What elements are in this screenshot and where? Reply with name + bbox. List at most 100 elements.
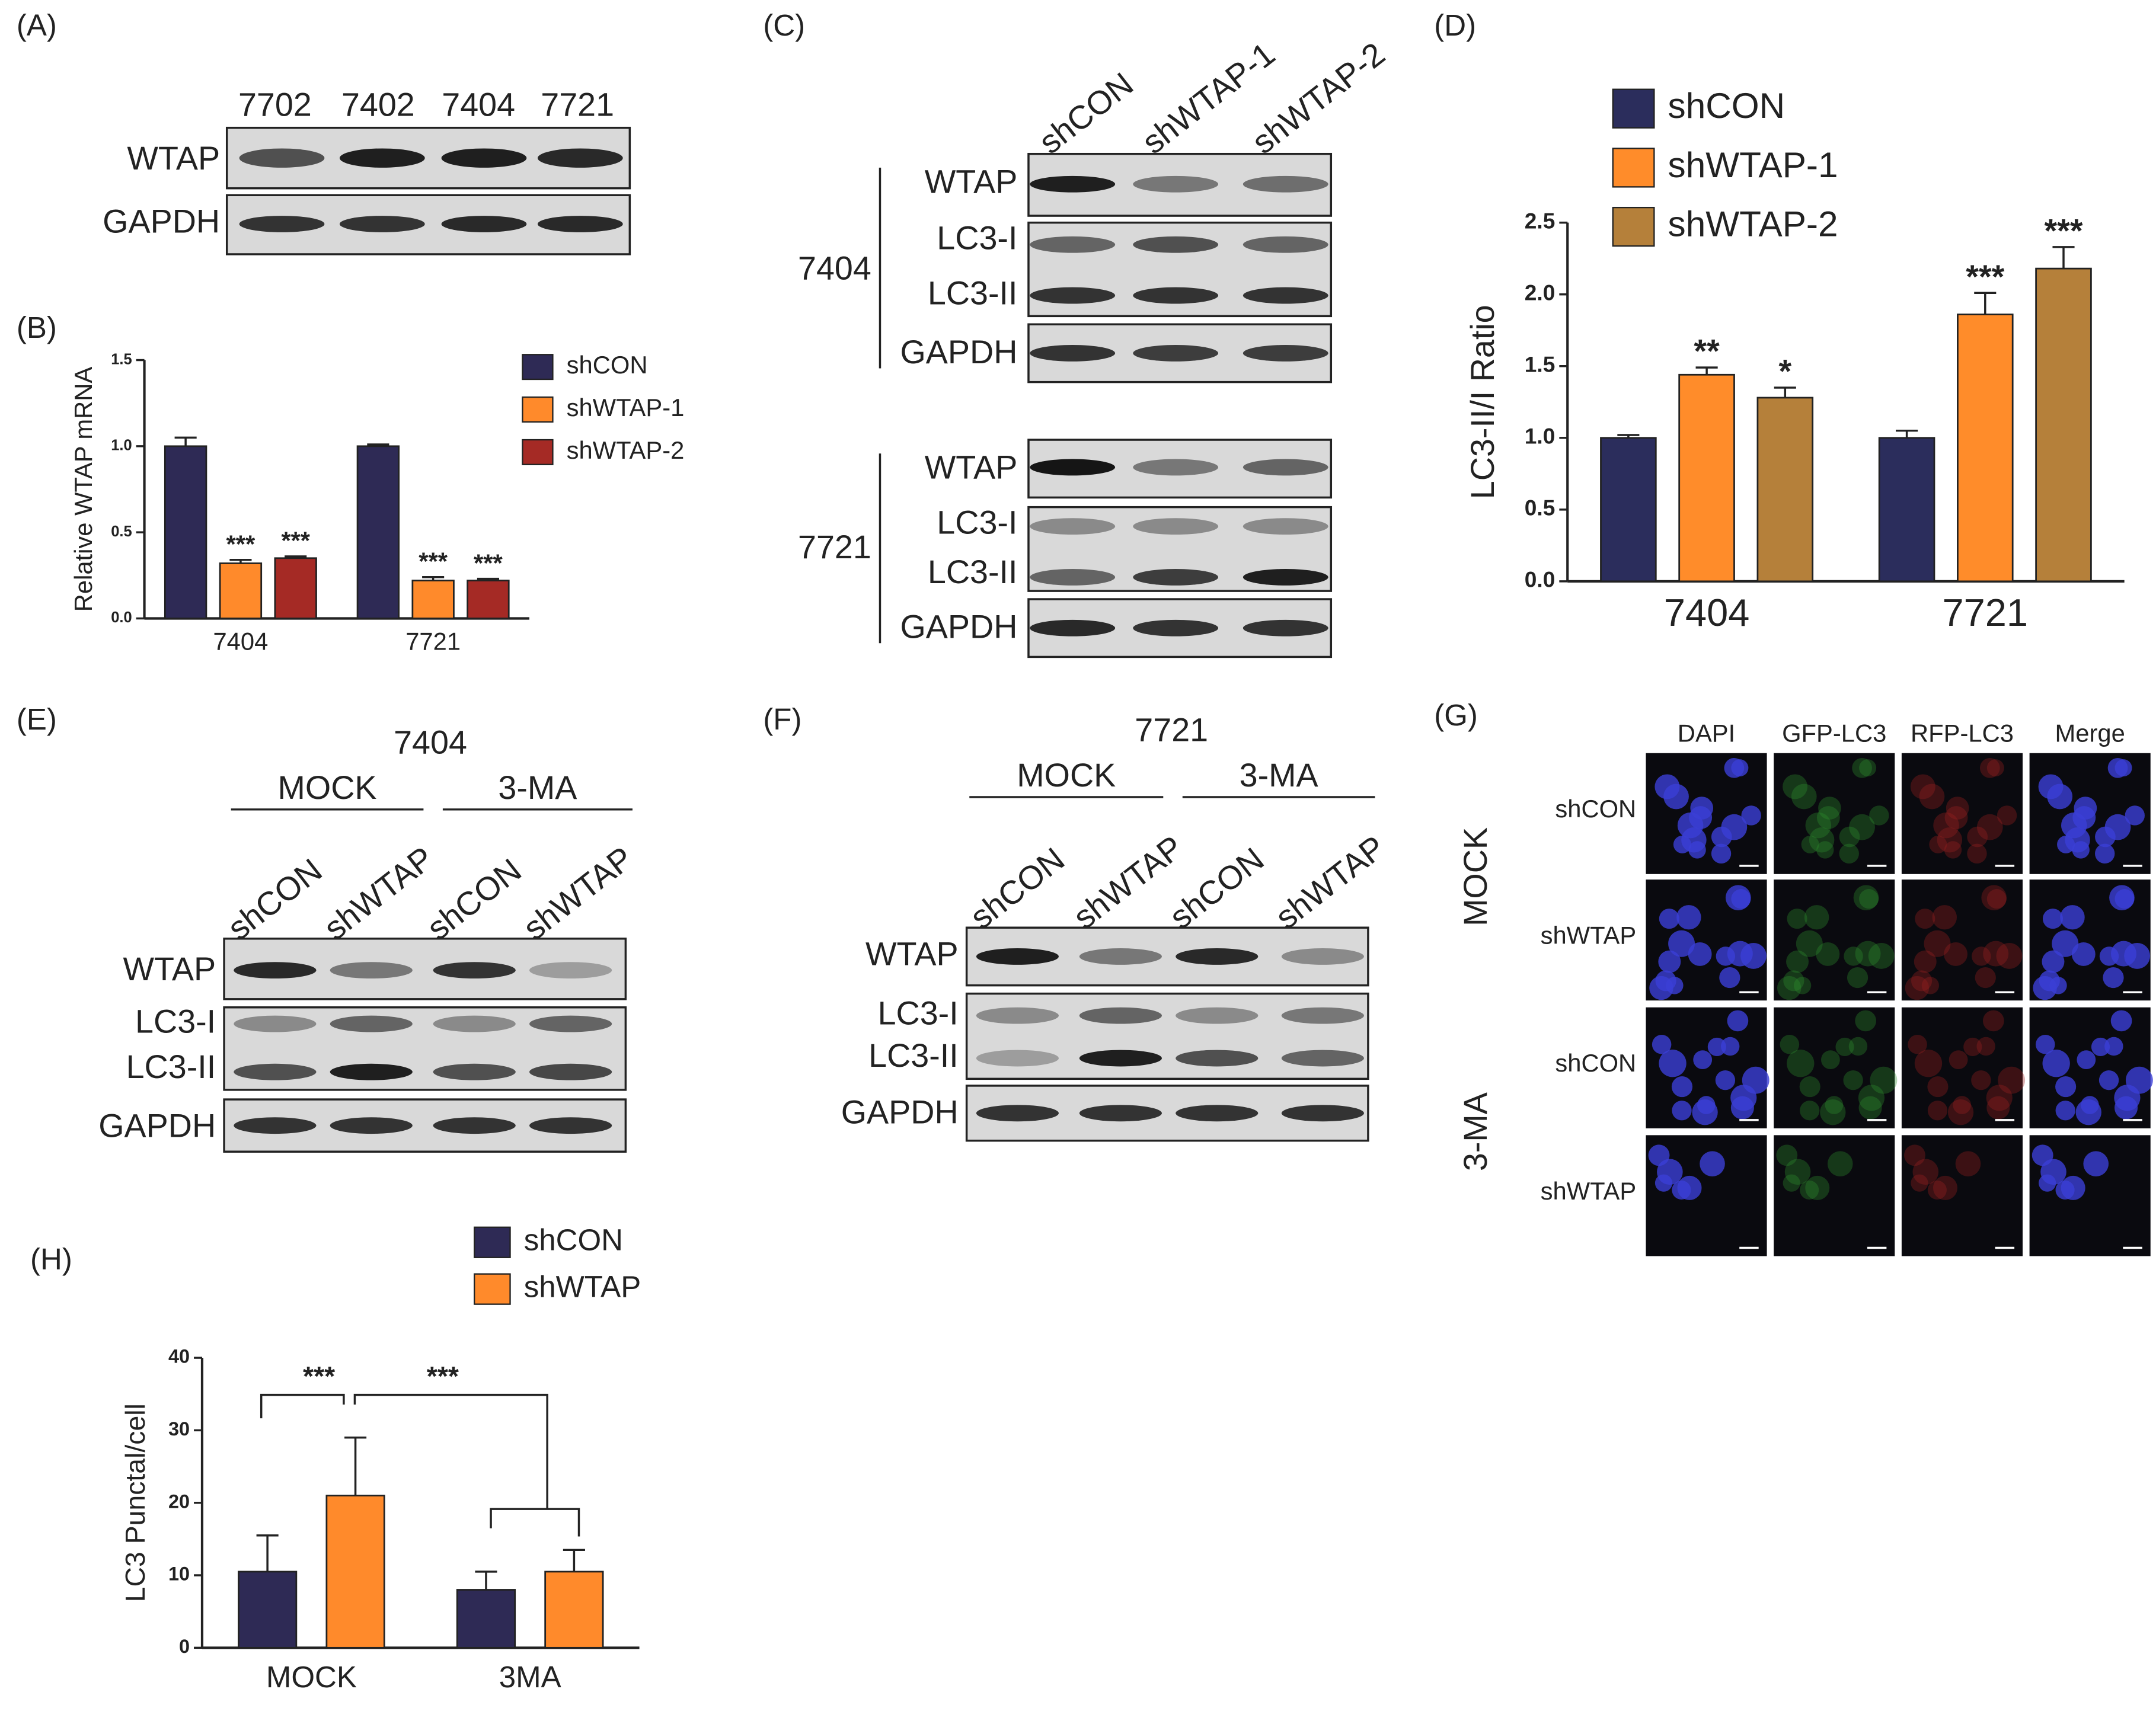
blot-band	[234, 962, 317, 979]
bar	[274, 557, 317, 619]
micrograph	[1901, 880, 2023, 1001]
cell-nucleus	[1794, 977, 1812, 994]
y-tick-label: 2.5	[1525, 208, 1555, 233]
comparison-bracket	[260, 1393, 345, 1419]
blot-band	[330, 1063, 413, 1080]
significance-label: ***	[2045, 212, 2083, 249]
cell-nucleus	[1967, 843, 1987, 864]
row-label: GAPDH	[103, 203, 220, 240]
blot-band	[976, 1050, 1059, 1067]
x-tick-label: 3MA	[499, 1660, 561, 1694]
comparison-bracket	[353, 1393, 548, 1509]
bar	[356, 445, 400, 619]
cell-nucleus	[1946, 797, 1969, 820]
cell-nucleus	[1953, 1096, 1971, 1114]
panel-label: (A)	[17, 8, 57, 42]
cell-nucleus	[1844, 946, 1863, 966]
cell-nucleus	[1839, 826, 1860, 847]
cell-nucleus	[2042, 1050, 2070, 1077]
row-label: WTAP	[123, 951, 216, 987]
cell-nucleus	[1933, 1175, 1957, 1200]
cell-nucleus	[2061, 1175, 2085, 1200]
blot-band	[433, 962, 516, 979]
blot-band	[441, 148, 527, 168]
blot-band	[433, 1063, 516, 1080]
cell-nucleus	[1681, 827, 1707, 853]
cell-nucleus	[2099, 946, 2119, 966]
blot-band	[1243, 175, 1328, 193]
cell-nucleus	[1827, 1151, 1853, 1176]
cell-nucleus	[1780, 1035, 1800, 1054]
cell-nucleus	[1652, 1035, 1672, 1054]
cell-nucleus	[1707, 1037, 1726, 1057]
legend-label: shCON	[567, 351, 648, 379]
cell-nucleus	[2052, 930, 2079, 957]
significance-label: ***	[1966, 258, 2004, 295]
cell-nucleus	[1852, 757, 1872, 778]
blot-band	[529, 1063, 612, 1080]
cell-nucleus	[1839, 843, 1859, 864]
treatment-label: 3-MA	[1457, 1092, 1494, 1171]
cell-nucleus	[1843, 1070, 1863, 1090]
blot-band	[1133, 569, 1219, 586]
cell-nucleus	[1715, 1070, 1736, 1090]
x-tick-label: MOCK	[266, 1660, 357, 1694]
cell-nucleus	[1981, 885, 2007, 910]
legend-label: shCON	[1668, 85, 1786, 126]
panel-label: (E)	[17, 702, 57, 736]
cell-nucleus	[1835, 1037, 1854, 1057]
blot-band	[1243, 236, 1328, 253]
legend-swatch	[474, 1226, 511, 1258]
row-label: LC3-I	[878, 994, 959, 1031]
cell-nucleus	[1784, 1159, 1811, 1185]
cell-nucleus	[1658, 950, 1681, 973]
cell-nucleus	[1801, 835, 1819, 853]
cell-nucleus	[1777, 976, 1802, 1000]
blot-band	[1030, 518, 1116, 535]
cell-nucleus	[1915, 909, 1935, 929]
cell-nucleus	[2055, 1076, 2077, 1098]
cell-nucleus	[1927, 1180, 1947, 1200]
cell-nucleus	[1868, 942, 1895, 969]
cell-label: 7721	[798, 529, 871, 565]
significance-label: ***	[474, 549, 503, 577]
cell-nucleus	[2104, 814, 2131, 840]
cell-nucleus	[1932, 905, 1957, 930]
legend-swatch	[474, 1273, 511, 1305]
micrograph	[1774, 1007, 1895, 1128]
cell-nucleus	[2060, 905, 2085, 930]
cell-label: 7721	[1135, 712, 1208, 749]
micrograph	[1901, 1135, 2023, 1256]
cell-nucleus	[1976, 814, 2003, 840]
cell-nucleus	[1791, 783, 1817, 810]
y-tick-label: 10	[168, 1563, 190, 1585]
blot-band	[1133, 345, 1219, 362]
cell-nucleus	[1944, 806, 1968, 830]
cell-nucleus	[1927, 1101, 1948, 1121]
cell-nucleus	[1971, 1070, 1991, 1090]
cell-nucleus	[1983, 1010, 2004, 1032]
y-axis-label: Relative WTAP mRNA	[69, 367, 97, 612]
y-axis-label: LC3-II/I Ratio	[1464, 305, 1501, 499]
cell-nucleus	[1672, 1101, 1692, 1121]
cell-nucleus	[1858, 1085, 1885, 1111]
cell-nucleus	[2104, 1037, 2123, 1056]
blot-band	[1243, 345, 1328, 362]
legend-swatch	[1612, 206, 1655, 247]
bar	[325, 1495, 385, 1649]
cell-nucleus	[1847, 967, 1868, 989]
cell-nucleus	[1783, 1174, 1800, 1192]
cell-nucleus	[1908, 1035, 1927, 1054]
row-label: WTAP	[925, 449, 1018, 486]
cell-nucleus	[1983, 941, 2009, 967]
blot-band	[1079, 1105, 1162, 1122]
row-label: shCON	[1555, 1049, 1636, 1077]
blot-band	[1243, 619, 1328, 637]
lane-label: 7702	[238, 87, 312, 123]
cell-nucleus	[1741, 805, 1761, 826]
legend-label: shCON	[524, 1223, 623, 1257]
y-tick-label: 0.0	[1525, 567, 1555, 592]
bar	[219, 562, 263, 619]
blot-band	[1030, 236, 1116, 253]
